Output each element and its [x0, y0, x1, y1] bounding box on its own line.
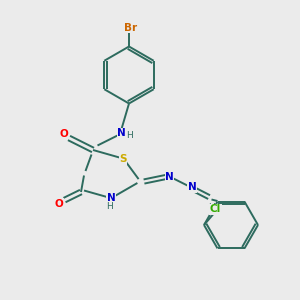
Text: N: N — [106, 193, 116, 203]
Text: N: N — [117, 128, 126, 139]
Text: N: N — [165, 172, 174, 182]
Text: Br: Br — [124, 23, 137, 33]
Text: O: O — [55, 199, 64, 209]
Text: H: H — [127, 131, 133, 140]
Text: S: S — [119, 154, 127, 164]
Text: H: H — [208, 203, 215, 212]
Text: N: N — [188, 182, 196, 193]
Text: Cl: Cl — [210, 204, 221, 214]
Text: H: H — [106, 202, 113, 211]
Text: O: O — [59, 129, 68, 139]
